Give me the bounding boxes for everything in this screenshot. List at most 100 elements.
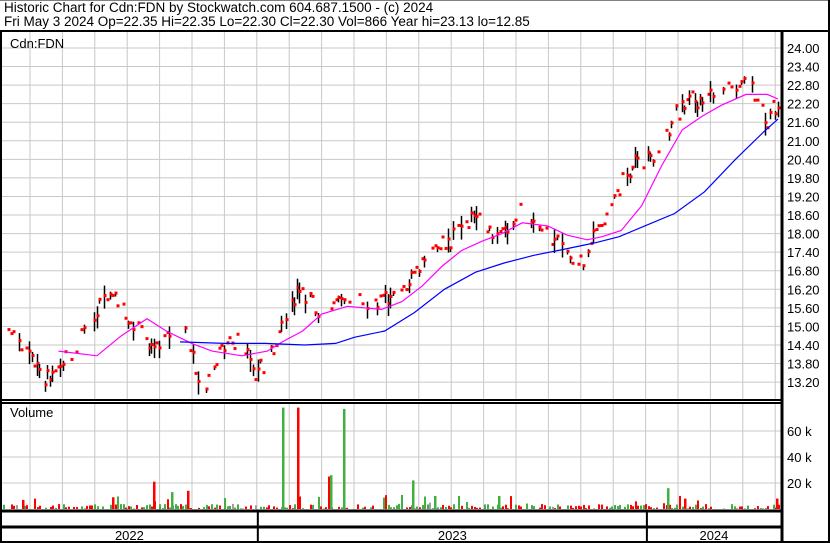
close-dot	[93, 318, 97, 322]
moving-average-long-line	[179, 118, 779, 346]
volume-bar	[619, 504, 621, 509]
close-dot	[415, 265, 419, 269]
close-dot	[111, 293, 115, 297]
close-dot	[769, 110, 773, 114]
y-tick-label: 21.00	[787, 134, 820, 149]
close-dot	[772, 99, 776, 103]
volume-bar	[86, 505, 88, 509]
volume-bar	[63, 504, 65, 509]
y-tick-label: 13.20	[787, 375, 820, 390]
volume-bar	[167, 499, 169, 509]
close-dot	[226, 341, 230, 345]
volume-bar	[97, 506, 99, 509]
volume-bar	[292, 508, 294, 509]
volume-bar	[588, 505, 590, 509]
close-dot	[257, 367, 261, 371]
volume-bar	[773, 504, 775, 509]
close-dot	[304, 300, 308, 304]
close-dot	[688, 94, 692, 98]
volume-bar	[162, 508, 164, 509]
close-dot	[738, 84, 742, 88]
close-dot	[10, 332, 14, 336]
close-dot	[465, 220, 469, 224]
volume-bar	[133, 508, 135, 509]
volume-bar	[697, 500, 699, 509]
volume-bar	[526, 503, 528, 509]
volume-bar	[364, 506, 366, 509]
close-dot	[379, 294, 383, 298]
close-dot	[730, 85, 734, 89]
x-axis-year-label: 2022	[115, 528, 144, 543]
close-dot	[337, 295, 341, 299]
close-dot	[751, 81, 755, 85]
volume-bar	[11, 504, 13, 509]
close-dot	[124, 316, 128, 320]
close-dot	[158, 346, 162, 350]
close-dot	[236, 332, 240, 336]
volume-bar	[13, 505, 15, 509]
volume-bar	[445, 506, 447, 509]
quote-summary: Fri May 3 2024 Op=22.35 Hi=22.35 Lo=22.3…	[4, 14, 530, 29]
close-dot	[436, 246, 440, 250]
close-dot	[384, 290, 388, 294]
close-dot	[410, 271, 414, 275]
close-dot	[145, 337, 149, 341]
volume-bar	[276, 507, 278, 509]
close-dot	[189, 349, 193, 353]
volume-bar	[520, 506, 522, 509]
close-dot	[683, 106, 687, 110]
close-dot	[571, 261, 575, 265]
close-dot	[777, 106, 781, 110]
close-dot	[618, 193, 622, 197]
close-dot	[569, 256, 573, 260]
volume-bar	[216, 504, 218, 509]
close-dot	[12, 330, 16, 334]
volume-bar	[37, 507, 39, 509]
close-dot	[605, 212, 609, 216]
volume-bar	[318, 496, 320, 509]
close-dot	[712, 94, 716, 98]
volume-bar	[440, 507, 442, 509]
close-dot	[675, 104, 679, 108]
volume-bar	[224, 498, 226, 509]
chart-header: Historic Chart for Cdn:FDN by Stockwatch…	[0, 0, 830, 31]
close-dot	[506, 230, 510, 234]
volume-bar	[112, 497, 115, 509]
volume-bar	[229, 505, 231, 509]
close-dot	[538, 225, 542, 229]
volume-bar	[539, 507, 541, 509]
close-dot	[46, 369, 50, 373]
close-dot	[285, 318, 289, 322]
close-dot	[140, 325, 144, 329]
volume-bar	[442, 504, 444, 509]
close-dot	[400, 288, 404, 292]
close-dot	[566, 249, 570, 253]
close-dot	[701, 101, 705, 105]
y-tick-label: 15.60	[787, 301, 820, 316]
volume-bar	[429, 502, 431, 509]
volume-bar	[120, 504, 122, 509]
volume-bar	[151, 506, 153, 509]
close-dot	[402, 284, 406, 288]
close-dot	[727, 81, 731, 85]
symbol-label: Cdn:FDN	[10, 36, 65, 51]
volume-bar	[343, 408, 346, 509]
volume-bar	[390, 507, 392, 509]
volume-bar	[330, 475, 333, 509]
volume-bar	[123, 504, 125, 509]
volume-bar	[187, 490, 190, 509]
close-dot	[109, 292, 113, 296]
volume-bar	[180, 504, 182, 509]
close-dot	[636, 156, 640, 160]
volume-bar	[328, 476, 331, 509]
close-dot	[387, 302, 391, 306]
close-dot	[254, 378, 258, 382]
close-dot	[205, 387, 209, 391]
close-dot	[626, 173, 630, 177]
volume-bar	[55, 507, 57, 509]
volume-bar	[208, 506, 210, 509]
volume-bar	[492, 506, 494, 509]
close-dot	[49, 378, 53, 382]
close-dot	[577, 262, 581, 266]
volume-bar	[422, 505, 424, 509]
